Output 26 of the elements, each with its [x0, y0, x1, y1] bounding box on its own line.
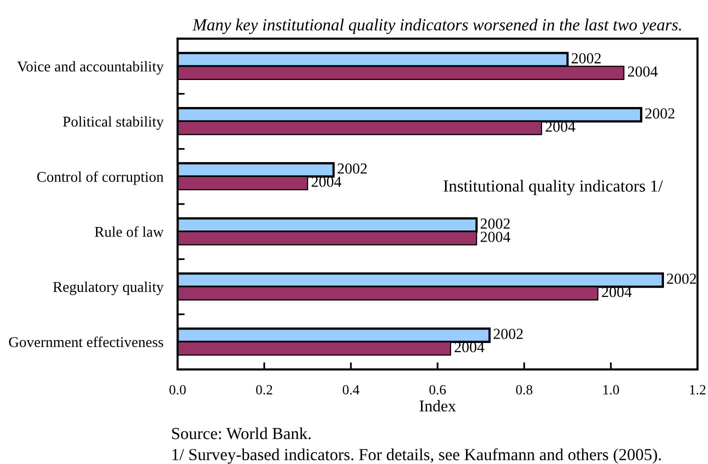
- chart-title: Many key institutional quality indicators worsened in the last two years.: [192, 18, 681, 34]
- x-tick-label: 1.0: [603, 385, 619, 395]
- text: 2002: [494, 328, 523, 340]
- x-tick-label: 0.8: [516, 385, 532, 395]
- text: 2004: [628, 66, 658, 77]
- x-tick-label: 0.4: [342, 385, 360, 395]
- x-tick-label: 0.0: [169, 385, 186, 395]
- series-label: 2002: [572, 53, 601, 64]
- source-note: Source: World Bank.: [172, 427, 311, 440]
- y-tick-label: Government effectiveness: [9, 336, 164, 348]
- text: 2002: [480, 218, 510, 229]
- text: 2004: [480, 232, 510, 242]
- text: 1/ Survey-based indicators. For details, see Kaufmann and others (2005).: [172, 448, 661, 464]
- text: 2002: [645, 108, 674, 119]
- x-axis-title: Index: [420, 400, 456, 412]
- text: 2002: [666, 274, 696, 284]
- text: 2002: [338, 163, 367, 174]
- x-tick-label: 0.2: [256, 385, 272, 395]
- y-tick-label: Political stability: [63, 116, 164, 130]
- x-tick-label: 1.2: [690, 385, 706, 395]
- y-tick-label: Control of corruption: [37, 171, 164, 185]
- y-tick-label: Regulatory quality: [53, 282, 164, 296]
- y-tick-label: Rule of law: [94, 226, 164, 237]
- x-tick-label: 0.6: [429, 385, 446, 395]
- y-tick-label: Voice and accountability: [17, 61, 164, 75]
- annotation: Institutional quality indicators 1/: [444, 180, 663, 196]
